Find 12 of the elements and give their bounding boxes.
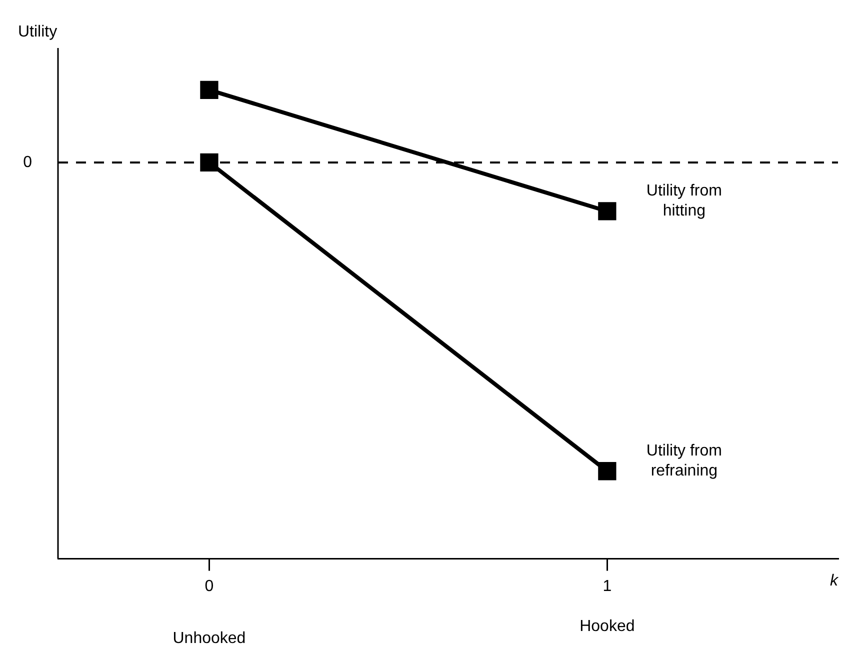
text: Utility from refraining (646, 442, 722, 480)
point (598, 462, 616, 480)
text: Hooked (580, 618, 635, 636)
point (200, 80, 218, 100)
point (200, 153, 218, 172)
x-axis-title: k (830, 572, 839, 590)
text: Unhooked (172, 630, 246, 648)
y-axis-title: Utility (18, 23, 58, 40)
x-tick-label: 1 (602, 578, 612, 595)
point (598, 202, 616, 220)
ref-line-label: 0 (23, 154, 32, 171)
text: Utility from hitting (646, 182, 722, 220)
